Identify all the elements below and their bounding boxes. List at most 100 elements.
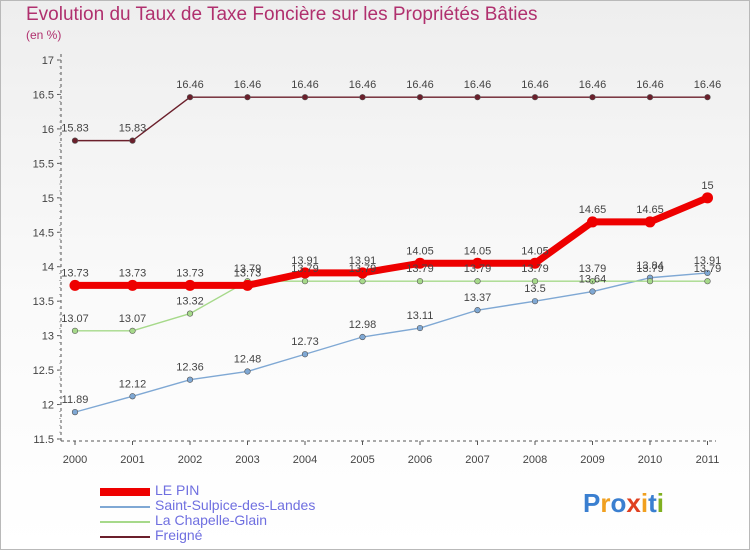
data-point-freign- [704, 94, 711, 101]
data-label-saint-sulpice-des-landes: 13.84 [636, 260, 664, 272]
logo-letter: i [656, 488, 664, 518]
logo-letter: i [640, 488, 649, 518]
data-label-la-chapelle-glain: 13.79 [349, 263, 377, 275]
series-layer [69, 94, 713, 416]
data-point-freign- [301, 94, 309, 101]
data-point-le-pin [414, 257, 426, 269]
y-tick-label: 16.5 [33, 89, 54, 101]
data-label-freign-: 16.46 [464, 79, 492, 91]
data-label-freign-: 16.46 [291, 79, 319, 91]
data-label-saint-sulpice-des-landes: 11.89 [62, 394, 89, 406]
data-label-la-chapelle-glain: 13.79 [579, 263, 607, 275]
data-point-la-chapelle-glain [359, 278, 366, 285]
data-point-le-pin [299, 267, 311, 279]
data-point-saint-sulpice-des-landes [301, 351, 309, 358]
data-label-le-pin: 14.05 [464, 245, 492, 257]
data-label-freign-: 16.46 [349, 79, 377, 91]
y-tick-label: 15.5 [33, 158, 54, 170]
data-point-saint-sulpice-des-landes [704, 269, 711, 277]
chart-title: Evolution du Taux de Taxe Foncière sur l… [26, 4, 538, 25]
logo-letter: o [610, 488, 627, 518]
data-label-freign-: 16.46 [521, 79, 549, 91]
series-line-freign- [74, 96, 709, 142]
data-label-freign-: 16.46 [579, 79, 607, 91]
proxiti-logo: Proxiti [583, 488, 664, 519]
data-point-la-chapelle-glain [416, 278, 424, 285]
y-tick-label: 11.5 [33, 434, 54, 446]
data-label-le-pin: 14.05 [406, 245, 434, 257]
x-tick-label: 2005 [350, 454, 374, 466]
data-label-saint-sulpice-des-landes: 13.5 [524, 283, 545, 295]
y-tick-label: 14.5 [33, 227, 54, 239]
data-point-la-chapelle-glain [704, 278, 711, 285]
data-point-la-chapelle-glain [129, 327, 136, 334]
data-point-saint-sulpice-des-landes [416, 324, 424, 332]
data-point-saint-sulpice-des-landes [474, 307, 481, 314]
data-point-le-pin [127, 279, 138, 291]
data-point-le-pin [184, 279, 196, 291]
x-tick-label: 2006 [408, 454, 432, 466]
data-label-la-chapelle-glain: 13.07 [119, 313, 147, 325]
y-tick-label: 14 [42, 262, 54, 274]
data-label-la-chapelle-glain: 13.32 [176, 296, 204, 308]
y-tick-label: 12 [42, 400, 54, 412]
data-labels: 15.83 15.83 16.46 16.46 16.46 16.46 16.46 16.46… [61, 79, 721, 406]
data-point-freign- [646, 94, 654, 101]
legend-label-freigne: Freigné [155, 527, 203, 543]
logo-letter: r [600, 488, 611, 518]
x-tick-label: 2008 [523, 454, 547, 466]
logo-letter: x [626, 488, 641, 518]
data-point-freign- [129, 137, 136, 144]
data-label-la-chapelle-glain: 13.79 [464, 263, 492, 275]
data-label-saint-sulpice-des-landes: 12.48 [234, 353, 262, 365]
data-point-saint-sulpice-des-landes [589, 288, 596, 295]
series-line-la-chapelle-glain [74, 280, 709, 332]
data-label-freign-: 16.46 [234, 79, 262, 91]
data-label-le-pin: 15 [701, 180, 713, 192]
data-label-la-chapelle-glain: 13.79 [234, 263, 262, 275]
logo-letter: t [648, 488, 657, 518]
x-tick-label: 2000 [63, 454, 87, 466]
x-tick-label: 2010 [638, 454, 662, 466]
data-point-freign- [359, 94, 366, 101]
data-point-le-pin [644, 216, 656, 228]
x-tick-label: 2003 [235, 454, 259, 466]
data-label-le-pin: 13.91 [291, 255, 319, 267]
data-label-freign-: 15.83 [61, 123, 89, 135]
data-label-saint-sulpice-des-landes: 12.12 [119, 378, 147, 390]
data-label-freign-: 16.46 [636, 79, 664, 91]
data-point-la-chapelle-glain [186, 310, 194, 317]
data-label-saint-sulpice-des-landes: 12.36 [176, 362, 204, 374]
data-point-saint-sulpice-des-landes [244, 368, 251, 375]
x-tick-label: 2011 [696, 454, 720, 466]
data-label-la-chapelle-glain: 13.79 [291, 263, 319, 275]
data-point-saint-sulpice-des-landes [186, 376, 194, 383]
data-label-freign-: 16.46 [406, 79, 434, 91]
x-tick-label: 2001 [120, 454, 144, 466]
data-label-freign-: 16.46 [694, 79, 722, 91]
y-tick-label: 16 [42, 124, 54, 136]
data-point-freign- [589, 94, 596, 101]
data-label-la-chapelle-glain: 13.79 [694, 263, 722, 275]
data-label-le-pin: 13.73 [119, 267, 147, 279]
legend-label-saint-sulpice: Saint-Sulpice-des-Landes [155, 497, 316, 513]
data-point-freign- [531, 94, 539, 101]
x-tick-label: 2009 [580, 454, 604, 466]
data-point-freign- [474, 94, 481, 101]
data-point-freign- [186, 94, 194, 101]
data-label-la-chapelle-glain: 13.79 [636, 263, 664, 275]
data-label-saint-sulpice-des-landes: 12.73 [291, 336, 319, 348]
series-line-le-pin [71, 194, 711, 289]
data-label-la-chapelle-glain: 13.79 [521, 263, 549, 275]
legend-label-la-chapelle: La Chapelle-Glain [155, 512, 268, 528]
data-point-le-pin [702, 192, 713, 204]
y-tick-label: 12.5 [33, 365, 54, 377]
y-tick-label: 13.5 [33, 296, 54, 308]
data-point-le-pin [69, 279, 81, 291]
data-label-saint-sulpice-des-landes: 13.64 [579, 274, 607, 286]
data-label-le-pin: 14.65 [636, 204, 664, 216]
data-point-la-chapelle-glain [646, 278, 654, 285]
legend-swatch-freigne [100, 536, 150, 538]
data-point-le-pin [357, 267, 368, 279]
